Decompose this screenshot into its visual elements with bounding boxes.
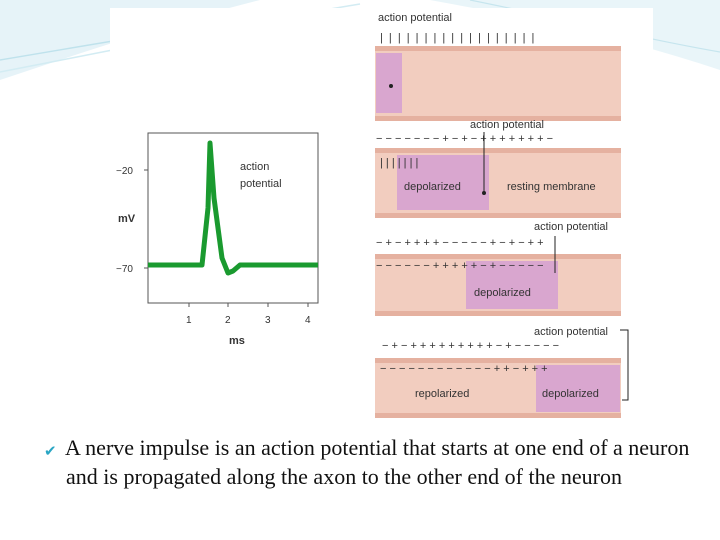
axon-panel-3: action potential − + − + + + + − − − − −… bbox=[375, 221, 621, 316]
panel2-charges-top: − − − − − − − + − + − + + + + + + + − bbox=[376, 133, 553, 145]
panel3-charges-top: − + − + + + + − − − − − + − + − + + bbox=[376, 237, 544, 249]
x-tick-4: 4 bbox=[305, 315, 311, 326]
graph-annotation-line1: action bbox=[240, 161, 269, 173]
panel3-label: depolarized bbox=[474, 287, 531, 299]
panel4-callout: action potential bbox=[534, 326, 608, 338]
panel2-charges-inner: | | | | | | | bbox=[380, 157, 418, 169]
y-axis-unit: mV bbox=[118, 213, 136, 225]
panel3-callout: action potential bbox=[534, 221, 608, 233]
x-axis-unit: ms bbox=[229, 335, 245, 347]
membrane-potential-graph: −20 −70 mV 1 2 3 4 ms action potential bbox=[116, 132, 319, 347]
x-tick-1: 1 bbox=[186, 315, 192, 326]
axon-panel-4: action potential − + − + + + + + + + + +… bbox=[375, 326, 629, 418]
panel1-charges: | | | | | | | | | | | | | | | | | | bbox=[380, 32, 536, 44]
panel4-charges-inner: − − − − − − − − − − − − + + − + + + bbox=[380, 363, 548, 375]
panel1-callout: action potential bbox=[378, 12, 452, 24]
bullet-icon: ✔ bbox=[44, 444, 57, 460]
y-tick-minus20: −20 bbox=[116, 166, 133, 177]
panel2-label-left: depolarized bbox=[404, 181, 461, 193]
caption-text: A nerve impulse is an action potential t… bbox=[65, 435, 690, 489]
panel3-charges-inner: − − − − − − + + + + + − + − − − − − bbox=[376, 260, 544, 272]
y-tick-minus70: −70 bbox=[116, 264, 133, 275]
x-tick-3: 3 bbox=[265, 315, 271, 326]
slide-caption: ✔ A nerve impulse is an action potential… bbox=[44, 433, 694, 491]
panel4-label-left: repolarized bbox=[415, 388, 469, 400]
panel2-callout: action potential bbox=[470, 119, 544, 131]
x-tick-2: 2 bbox=[225, 315, 231, 326]
action-potential-figure: −20 −70 mV 1 2 3 4 ms action potential a… bbox=[110, 8, 653, 423]
action-potential-trace bbox=[148, 140, 318, 276]
graph-annotation-line2: potential bbox=[240, 178, 282, 190]
panel2-label-right: resting membrane bbox=[507, 181, 596, 193]
panel4-label-right: depolarized bbox=[542, 388, 599, 400]
axon-panel-1: action potential | | | | | | | | | | | |… bbox=[375, 12, 621, 121]
axon-panel-2: action potential − − − − − − − + − + − +… bbox=[375, 119, 621, 218]
panel4-charges-top: − + − + + + + + + + + + − + − − − − − bbox=[382, 340, 559, 352]
